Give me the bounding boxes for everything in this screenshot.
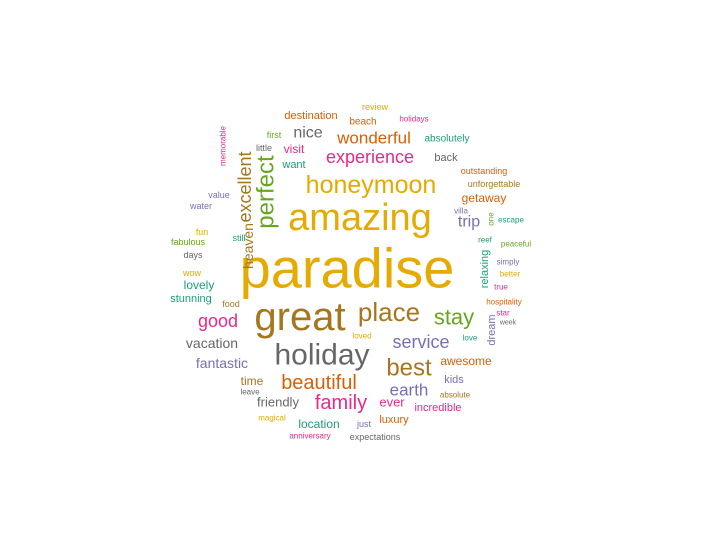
word-absolutely: absolutely [424, 134, 469, 145]
word-holiday: holiday [274, 339, 369, 372]
word-star: star [496, 309, 510, 318]
word-outstanding: outstanding [461, 166, 508, 176]
word-little: little [256, 143, 272, 153]
word-want: want [281, 159, 305, 171]
word-excellent: excellent [235, 151, 255, 222]
word-time: time [241, 374, 264, 388]
word-place: place [358, 297, 420, 327]
word-escape: escape [498, 216, 524, 225]
word-fun: fun [196, 227, 209, 237]
word-better: better [500, 270, 521, 279]
word-beautiful: beautiful [281, 372, 357, 394]
word-kids: kids [444, 374, 464, 386]
word-holidays: holidays [399, 115, 428, 124]
word-family: family [315, 392, 367, 414]
word-visit: visit [284, 142, 305, 156]
word-magical: magical [258, 414, 286, 423]
word-getaway: getaway [462, 191, 507, 205]
word-water: water [189, 201, 212, 211]
word-week: week [499, 320, 517, 327]
word-vacation: vacation [186, 335, 238, 351]
word-unforgettable: unforgettable [468, 179, 521, 189]
word-value: value [208, 190, 230, 200]
word-nice: nice [293, 125, 322, 142]
word-food: food [222, 299, 240, 309]
word-service: service [392, 332, 449, 352]
word-first: first [267, 130, 282, 140]
word-stay: stay [434, 305, 474, 330]
word-fantastic: fantastic [196, 355, 248, 371]
word-honeymoon: honeymoon [306, 171, 437, 199]
word-stunning: stunning [170, 293, 212, 305]
word-location: location [298, 417, 339, 431]
word-peaceful: peaceful [501, 240, 531, 249]
word-expectations: expectations [350, 432, 401, 442]
word-amazing: amazing [288, 197, 432, 239]
word-best: best [386, 355, 432, 382]
word-memorable: memorable [219, 125, 228, 166]
word-destination: destination [284, 110, 337, 122]
word-trip: trip [458, 214, 480, 231]
word-still: still [233, 233, 246, 243]
word-love: love [463, 334, 478, 343]
word-wonderful: wonderful [336, 129, 411, 148]
word-just: just [356, 419, 372, 429]
word-lovely: lovely [184, 278, 215, 292]
word-villa: villa [454, 207, 468, 216]
word-dream: dream [486, 314, 498, 345]
word-friendly: friendly [257, 395, 299, 410]
word-luxury: luxury [379, 414, 409, 426]
word-awesome: awesome [440, 354, 492, 368]
word-relaxing: relaxing [479, 250, 491, 289]
word-earth: earth [390, 381, 429, 400]
word-incredible: incredible [414, 402, 461, 414]
word-absolute: absolute [440, 391, 471, 400]
word-days: days [183, 250, 203, 260]
word-experience: experience [326, 147, 414, 167]
word-one: one [487, 212, 496, 226]
word-perfect: perfect [253, 155, 280, 229]
word-great: great [254, 295, 345, 339]
word-back: back [434, 152, 458, 164]
word-true: true [494, 283, 508, 292]
word-paradise: paradise [240, 237, 455, 300]
word-beach: beach [349, 117, 376, 128]
word-good: good [198, 311, 238, 331]
word-wow: wow [182, 268, 202, 278]
word-anniversary: anniversary [289, 432, 330, 441]
word-hospitality: hospitality [486, 298, 522, 307]
word-review: review [362, 102, 389, 112]
word-simply: simply [497, 258, 520, 267]
word-fabulous: fabulous [171, 237, 206, 247]
word-leave: leave [240, 388, 260, 397]
word-reef: reef [478, 236, 493, 245]
word-ever: ever [379, 395, 405, 410]
word-loved: loved [352, 332, 371, 341]
word-heaven: heaven [240, 223, 256, 269]
